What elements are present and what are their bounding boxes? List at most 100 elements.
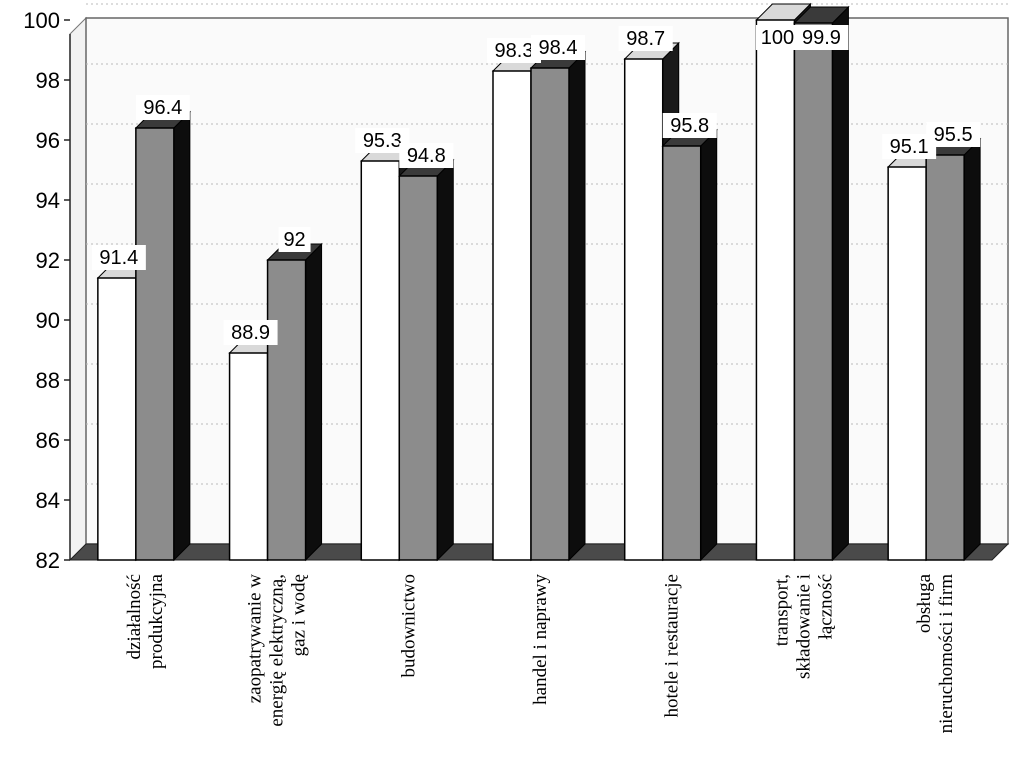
category-labels: działalność produkcyjna zaopatrywanie w ene… xyxy=(124,573,957,733)
category-label-line: łączność xyxy=(815,574,836,639)
data-label-series-2-3: 98.4 xyxy=(531,35,585,60)
y-tick-label: 94 xyxy=(36,188,60,213)
bar-front xyxy=(887,166,927,561)
data-label-text: 88.9 xyxy=(231,322,270,344)
data-label-series-2-6: 95.5 xyxy=(926,122,981,147)
data-label-text: 96.4 xyxy=(143,97,182,119)
bar-front xyxy=(398,175,439,561)
category-label-1: zaopatrywanie w energię elektryczną, gaz i… xyxy=(245,574,310,727)
data-label-box xyxy=(794,25,849,50)
data-label-text: 95.8 xyxy=(670,115,709,137)
bar-front xyxy=(97,277,137,561)
bar-front xyxy=(530,67,570,561)
bar-side xyxy=(831,5,849,562)
category-label-line: hotele i restauracje xyxy=(662,574,683,717)
bar-front xyxy=(228,352,269,561)
category-label-line: transport, xyxy=(771,574,792,646)
data-label-text: 94.8 xyxy=(407,145,446,167)
category-label-line: handel i naprawy xyxy=(530,574,551,705)
y-tick-label: 98 xyxy=(36,68,60,93)
data-label-text: 91.4 xyxy=(99,247,138,269)
data-label-box xyxy=(91,245,146,270)
y-tick-label: 82 xyxy=(36,548,60,573)
bar-front xyxy=(661,145,702,561)
y-tick-label: 100 xyxy=(23,8,60,33)
bar-series-2-3 xyxy=(529,50,587,562)
y-tick-label: 84 xyxy=(36,488,60,513)
data-label-series-2-4: 95.8 xyxy=(662,113,717,138)
data-label-box xyxy=(618,26,673,51)
data-label-box xyxy=(278,227,311,252)
category-label-line: obsługa xyxy=(914,573,935,633)
bars xyxy=(96,2,982,562)
data-label-series-1-4: 98.7 xyxy=(618,26,673,51)
bar-front xyxy=(135,127,175,561)
y-tick-label: 96 xyxy=(36,128,60,153)
category-label-6: obsługa nieruchomości i firm xyxy=(914,573,957,733)
data-label-series-2-1: 92 xyxy=(278,227,311,252)
bar-front xyxy=(492,70,532,561)
y-tick-label: 86 xyxy=(36,428,60,453)
category-label-3: handel i naprawy xyxy=(530,574,551,705)
bar-series-2-5 xyxy=(793,5,850,562)
data-label-text: 92 xyxy=(283,229,305,251)
data-label-text: 98.4 xyxy=(539,37,578,59)
bar-side xyxy=(568,50,586,562)
bar-side xyxy=(436,158,454,562)
y-axis: 82 84 86 88 90 92 94 96 98 100 xyxy=(23,8,70,573)
data-label-series-2-0: 96.4 xyxy=(135,95,190,120)
category-label-0: działalność produkcyjna xyxy=(124,573,167,669)
bar-series-2-4 xyxy=(661,128,718,562)
bar-front xyxy=(755,19,796,561)
data-label-box xyxy=(135,95,190,120)
bar-front xyxy=(360,160,401,561)
data-label-text: 95.1 xyxy=(890,136,929,158)
data-label-text: 99.9 xyxy=(802,27,841,49)
y-tick-label: 88 xyxy=(36,368,60,393)
category-label-5: transport, składowanie i łączność xyxy=(771,574,836,679)
bar-series-2-1 xyxy=(266,242,323,562)
category-label-line: zaopatrywanie w xyxy=(245,574,266,704)
category-label-line: budownictwo xyxy=(398,574,419,677)
category-label-line: energię elektryczną, xyxy=(267,574,288,727)
data-label-series-1-5: 100 xyxy=(755,25,799,50)
data-label-series-1-0: 91.4 xyxy=(91,245,146,270)
bar-series-2-6 xyxy=(924,137,982,562)
bar-series-2-0 xyxy=(134,110,192,562)
bar-front xyxy=(623,58,664,561)
data-label-box xyxy=(755,25,799,50)
data-label-box xyxy=(223,320,278,345)
data-label-text: 98.7 xyxy=(626,28,665,50)
bar-front xyxy=(925,154,965,561)
y-tick-label: 90 xyxy=(36,308,60,333)
category-label-line: działalność xyxy=(124,574,145,659)
data-label-text: 100 xyxy=(761,27,794,49)
data-label-series-2-5: 99.9 xyxy=(794,25,849,50)
data-label-box xyxy=(926,122,981,147)
side-wall xyxy=(69,16,87,562)
category-label-4: hotele i restauracje xyxy=(662,574,683,717)
data-label-box xyxy=(399,143,454,168)
category-label-line: nieruchomości i firm xyxy=(936,574,957,734)
bar-front xyxy=(266,259,307,561)
bar-side xyxy=(700,128,718,562)
data-label-box xyxy=(531,35,585,60)
data-label-series-2-2: 94.8 xyxy=(399,143,454,168)
category-label-line: gaz i wodę xyxy=(289,574,310,656)
bar-side xyxy=(963,137,981,562)
data-label-series-1-1: 88.9 xyxy=(223,320,278,345)
bar-side xyxy=(173,110,191,562)
bar-series-2-2 xyxy=(398,158,455,562)
category-label-line: składowanie i xyxy=(793,574,814,679)
data-label-text: 95.3 xyxy=(363,130,402,152)
y-tick-label: 92 xyxy=(36,248,60,273)
data-label-box xyxy=(662,113,717,138)
data-label-text: 95.5 xyxy=(934,124,973,146)
bar-side xyxy=(305,242,323,562)
category-label-line: produkcyjna xyxy=(146,573,167,669)
data-label-text: 98.3 xyxy=(495,40,534,62)
bar-front xyxy=(793,22,834,561)
data-labels: 91.4 96.4 88.9 92 95.394.8 98.3 98.4 98.7 95.8 10… xyxy=(91,25,981,345)
category-label-2: budownictwo xyxy=(398,574,419,677)
